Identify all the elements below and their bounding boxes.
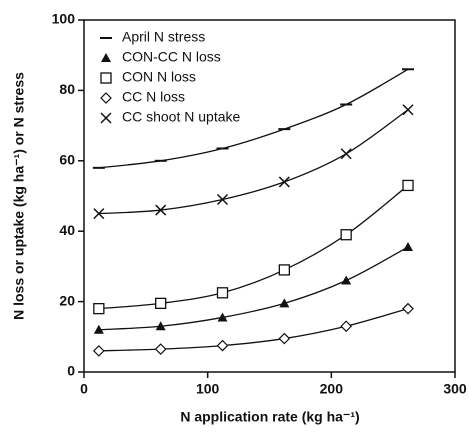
fit-line (98, 109, 409, 215)
legend-label: CC N loss (122, 89, 185, 105)
legend-label: CON-CC N loss (122, 49, 221, 65)
legend-marker (101, 53, 111, 62)
data-point (340, 229, 352, 241)
data-point (340, 320, 353, 333)
data-point (278, 332, 291, 345)
data-point (217, 312, 228, 322)
data-point (341, 275, 352, 285)
data-point (216, 339, 229, 352)
data-point (403, 242, 414, 252)
data-point (155, 321, 166, 331)
data-point (92, 345, 105, 357)
y-axis-label: N loss or uptake (kg ha⁻¹) or N stress (11, 72, 27, 320)
y-tick-label: 20 (59, 292, 75, 308)
legend-label: April N stress (122, 29, 205, 45)
data-point (93, 324, 104, 334)
legend-marker (100, 92, 112, 104)
fit-line (98, 246, 409, 331)
data-point (155, 204, 167, 216)
x-axis-label: N application rate (kg ha⁻¹) (180, 409, 359, 425)
data-point (278, 264, 290, 276)
x-tick-label: 0 (80, 381, 88, 397)
y-tick-label: 40 (59, 222, 75, 238)
data-point (402, 104, 414, 116)
legend-label: CC shoot N uptake (122, 109, 240, 125)
data-point (216, 193, 229, 206)
data-point (93, 208, 105, 220)
fit-line (98, 184, 409, 310)
data-point (93, 302, 105, 315)
y-tick-label: 0 (67, 363, 75, 379)
x-tick-label: 200 (320, 381, 344, 397)
x-tick-label: 300 (443, 381, 467, 397)
data-point (154, 343, 167, 355)
data-point (216, 287, 229, 299)
data-point (402, 179, 414, 192)
legend-label: CON N loss (122, 69, 196, 85)
y-tick-label: 60 (59, 152, 75, 168)
data-point (279, 298, 290, 308)
data-point (278, 176, 290, 188)
y-tick-label: 80 (59, 81, 75, 97)
data-point (402, 302, 414, 315)
legend-marker (100, 112, 112, 124)
data-point (340, 148, 352, 160)
legend-marker (100, 72, 112, 84)
plot-frame (83, 19, 456, 373)
data-point (155, 297, 167, 310)
y-tick-label: 100 (52, 11, 76, 27)
x-tick-label: 100 (196, 381, 220, 397)
fit-line (98, 308, 409, 352)
